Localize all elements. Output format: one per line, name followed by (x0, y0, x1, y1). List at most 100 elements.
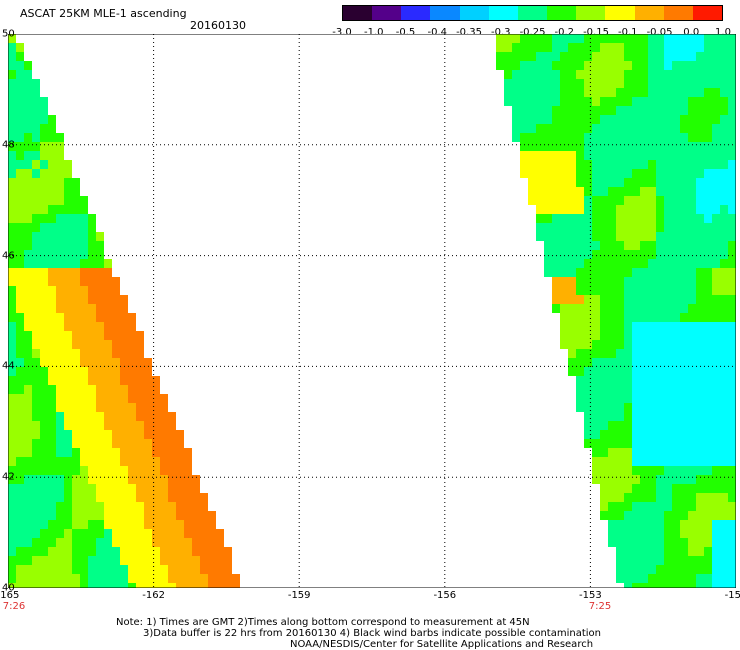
swath-cell (576, 277, 584, 286)
swath-cell (664, 70, 672, 79)
swath-cell (72, 259, 80, 268)
swath-cell (72, 430, 80, 439)
swath-cell (704, 232, 712, 241)
swath-cell (184, 538, 192, 547)
swath-cell (608, 151, 616, 160)
swath-cell (520, 52, 528, 61)
swath-cell (680, 565, 688, 574)
swath-cell (616, 241, 624, 250)
swath-cell (32, 547, 40, 556)
swath-cell (704, 538, 712, 547)
swath-cell (24, 187, 32, 196)
swath-cell (560, 295, 568, 304)
swath-cell (640, 439, 648, 448)
swath-cell (8, 340, 16, 349)
swath-cell (688, 187, 696, 196)
swath-cell (696, 124, 704, 133)
swath-cell (48, 493, 56, 502)
swath-cell (56, 304, 64, 313)
swath-cell (680, 61, 688, 70)
swath-cell (656, 70, 664, 79)
swath-cell (624, 556, 632, 565)
swath-cell (40, 430, 48, 439)
swath-cell (640, 565, 648, 574)
right-pass-time: 7:25 (588, 601, 612, 612)
swath-cell (704, 439, 712, 448)
swath-cell (624, 205, 632, 214)
swath-cell (64, 556, 72, 565)
swath-cell (576, 367, 584, 376)
swath-cell (616, 79, 624, 88)
swath-cell (24, 151, 32, 160)
swath-cell (640, 286, 648, 295)
swath-cell (712, 340, 720, 349)
swath-cell (664, 304, 672, 313)
swath-cell (56, 511, 64, 520)
swath-cell (600, 79, 608, 88)
swath-cell (624, 475, 632, 484)
swath-cell (608, 385, 616, 394)
swath-cell (80, 259, 88, 268)
swath-cell (32, 349, 40, 358)
swath-cell (592, 457, 600, 466)
swath-cell (664, 502, 672, 511)
swath-cell (616, 574, 624, 583)
swath-cell (536, 34, 544, 43)
swath-cell (560, 331, 568, 340)
swath-cell (16, 358, 24, 367)
swath-cell (608, 178, 616, 187)
swath-cell (600, 430, 608, 439)
swath-cell (704, 223, 712, 232)
swath-cell (144, 475, 152, 484)
swath-cell (680, 583, 688, 588)
swath-cell (624, 232, 632, 241)
swath-cell (168, 538, 176, 547)
swath-cell (656, 295, 664, 304)
swath-cell (112, 484, 120, 493)
swath-cell (600, 43, 608, 52)
swath-cell (32, 565, 40, 574)
color-tick-label: -0.3 (490, 27, 511, 38)
swath-cell (552, 169, 560, 178)
swath-cell (600, 331, 608, 340)
swath-cell (520, 106, 528, 115)
swath-cell (688, 403, 696, 412)
swath-cell (688, 43, 696, 52)
swath-cell (616, 133, 624, 142)
swath-cell (16, 430, 24, 439)
swath-cell (640, 583, 648, 588)
swath-cell (64, 394, 72, 403)
swath-cell (712, 466, 720, 475)
swath-cell (648, 565, 656, 574)
swath-cell (104, 448, 112, 457)
swath-cell (616, 430, 624, 439)
swath-cell (704, 394, 712, 403)
swath-cell (720, 88, 728, 97)
swath-cell (64, 385, 72, 394)
swath-cell (664, 493, 672, 502)
swath-cell (712, 529, 720, 538)
swath-cell (8, 583, 16, 588)
swath-cell (712, 286, 720, 295)
swath-cell (648, 331, 656, 340)
swath-cell (680, 196, 688, 205)
swath-cell (664, 349, 672, 358)
swath-cell (712, 547, 720, 556)
swath-cell (608, 106, 616, 115)
swath-cell (696, 421, 704, 430)
swath-cell (56, 313, 64, 322)
swath-cell (208, 574, 216, 583)
swath-cell (648, 511, 656, 520)
swath-cell (72, 466, 80, 475)
swath-cell (96, 385, 104, 394)
swath-cell (728, 43, 736, 52)
swath-cell (32, 178, 40, 187)
swath-cell (640, 79, 648, 88)
swath-cell (616, 376, 624, 385)
swath-cell (520, 79, 528, 88)
swath-cell (560, 286, 568, 295)
swath-cell (728, 115, 736, 124)
swath-cell (48, 124, 56, 133)
swath-cell (104, 349, 112, 358)
swath-cell (640, 403, 648, 412)
